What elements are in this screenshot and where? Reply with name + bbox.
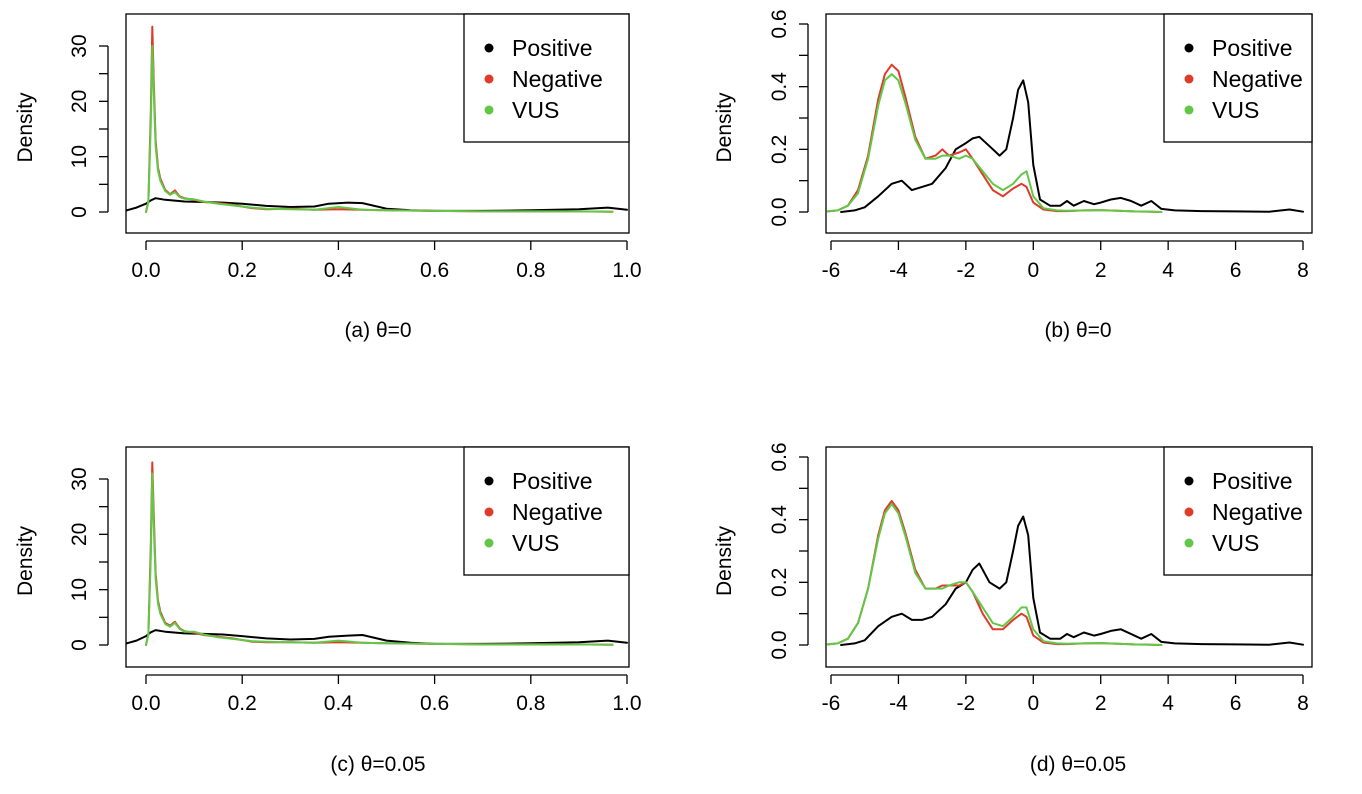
density-line-positive (840, 79, 1304, 213)
y-tick-label: 0.6 (768, 442, 791, 471)
y-tick-label: 0.4 (768, 72, 791, 102)
x-tick-label: 0.8 (516, 692, 545, 715)
legend-label-vus: VUS (1212, 97, 1259, 123)
density-line-vus (826, 73, 1163, 213)
y-tick-label: 0.6 (768, 9, 791, 38)
density-line-positive (840, 515, 1304, 646)
y-tick-label: 10 (68, 145, 91, 168)
legend-marker-positive (484, 43, 494, 53)
legend-marker-positive (1184, 476, 1194, 486)
panel-caption: (a) θ=0 (344, 319, 411, 342)
density-panel-d: 0.0 0.2 0.4 0.6 -6 -4 -2 0 2 4 6 8 Density (d) θ=0.05… (713, 442, 1313, 776)
y-tick-label: 0.0 (768, 197, 791, 226)
y-tick-label: 30 (68, 34, 91, 57)
legend-marker-positive (484, 476, 494, 486)
legend: Positive Negative VUS (463, 13, 630, 143)
x-tick-label: 0.2 (228, 692, 257, 715)
x-tick-label: 0.8 (516, 259, 545, 282)
x-tick-label: 0.4 (324, 692, 354, 715)
x-tick-label: 8 (1297, 692, 1309, 715)
y-axis-title: Density (713, 525, 736, 596)
density-line-vus (826, 503, 1163, 646)
legend-marker-negative (1184, 507, 1194, 517)
legend-label-vus: VUS (1212, 530, 1259, 556)
x-tick-label: 1.0 (612, 259, 641, 282)
legend-label-vus: VUS (512, 97, 559, 123)
x-tick-label: 6 (1230, 692, 1242, 715)
legend: Positive Negative VUS (1163, 13, 1313, 143)
x-tick-label: 8 (1297, 259, 1309, 282)
panel-caption: (c) θ=0.05 (330, 753, 425, 776)
panel-caption: (d) θ=0.05 (1030, 753, 1126, 776)
y-axis-title: Density (713, 92, 736, 163)
y-tick-label: 20 (68, 523, 91, 546)
legend-label-negative: Negative (1212, 66, 1303, 92)
y-tick-label: 0 (68, 206, 91, 218)
x-tick-label: 0.4 (324, 259, 354, 282)
x-tick-label: 1.0 (612, 692, 641, 715)
legend-marker-vus (484, 538, 494, 548)
density-panel-a: 0 10 20 30 0.0 0.2 0.4 0.6 0.8 1.0 Density (a) θ=0 P… (14, 13, 642, 342)
legend-label-negative: Negative (1212, 499, 1303, 525)
y-tick-label: 0.4 (768, 505, 791, 535)
density-panel-b: 0.0 0.2 0.4 0.6 -6 -4 -2 0 2 4 6 8 Density (b) θ=0 Pos… (713, 9, 1313, 342)
x-tick-label: 0.6 (420, 692, 449, 715)
y-tick-label: 30 (68, 467, 91, 490)
x-tick-label: 0 (1027, 259, 1039, 282)
x-tick-label: -4 (889, 692, 908, 715)
x-tick-label: 2 (1095, 259, 1107, 282)
density-panel-c: 0 10 20 30 0.0 0.2 0.4 0.6 0.8 1.0 Density (c) θ=0.… (14, 446, 642, 776)
legend-marker-vus (1184, 538, 1194, 548)
density-line-vus (145, 45, 614, 213)
x-tick-label: 0.2 (228, 259, 257, 282)
y-tick-label: 0 (68, 639, 91, 651)
x-tick-label: 4 (1162, 259, 1174, 282)
legend-marker-negative (484, 507, 494, 517)
y-axis-title: Density (14, 92, 37, 163)
legend-label-positive: Positive (1212, 35, 1293, 61)
x-tick-label: -4 (889, 259, 908, 282)
y-tick-label: 0.2 (768, 135, 791, 164)
legend-marker-vus (1184, 105, 1194, 115)
x-tick-label: 0.0 (131, 692, 160, 715)
y-tick-label: 0.2 (768, 568, 791, 597)
legend: Positive Negative VUS (1163, 446, 1313, 576)
panel-caption: (b) θ=0 (1044, 319, 1111, 342)
legend-marker-positive (1184, 43, 1194, 53)
legend-label-positive: Positive (512, 35, 593, 61)
x-tick-label: 0 (1027, 692, 1039, 715)
x-tick-label: -6 (822, 692, 841, 715)
density-line-positive (125, 629, 628, 645)
x-tick-label: 0.0 (131, 259, 160, 282)
legend-label-negative: Negative (512, 499, 603, 525)
x-tick-label: 4 (1162, 692, 1174, 715)
x-tick-label: 6 (1230, 259, 1242, 282)
density-line-negative (826, 63, 1163, 213)
legend-marker-negative (1184, 74, 1194, 84)
x-tick-label: -2 (957, 692, 976, 715)
y-tick-label: 0.0 (768, 630, 791, 659)
x-tick-label: -6 (822, 259, 841, 282)
density-line-vus (145, 472, 614, 646)
legend-label-positive: Positive (1212, 468, 1293, 494)
y-tick-label: 10 (68, 578, 91, 601)
legend-label-negative: Negative (512, 66, 603, 92)
legend: Positive Negative VUS (463, 446, 630, 576)
legend-marker-negative (484, 74, 494, 84)
legend-marker-vus (484, 105, 494, 115)
legend-label-vus: VUS (512, 530, 559, 556)
y-axis-title: Density (14, 525, 37, 596)
x-tick-label: -2 (957, 259, 976, 282)
x-tick-label: 2 (1095, 692, 1107, 715)
legend-label-positive: Positive (512, 468, 593, 494)
y-tick-label: 20 (68, 90, 91, 113)
x-tick-label: 0.6 (420, 259, 449, 282)
